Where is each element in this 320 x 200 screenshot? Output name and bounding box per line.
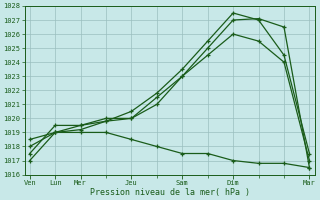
X-axis label: Pression niveau de la mer( hPa ): Pression niveau de la mer( hPa ) (90, 188, 250, 197)
